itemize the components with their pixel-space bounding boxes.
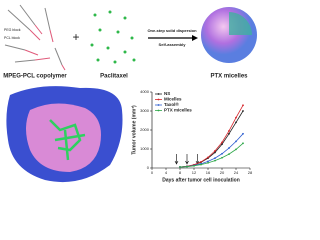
point [235,148,237,151]
point [186,165,188,168]
x-axis-label: Days after tumor cell inoculation [162,177,240,183]
copolymer-sketch [4,4,66,71]
legend-label: Micelles [164,97,182,102]
point [193,165,195,167]
point [242,110,244,112]
point [214,151,216,154]
legend-marker [157,104,160,106]
point [221,141,223,144]
micelle-cut [229,12,252,35]
protein-image [6,86,123,183]
series-line [179,105,244,168]
legend-label: Taxol® [164,101,179,107]
drug-label: Paclitaxel [100,74,128,80]
point [242,142,244,145]
point [235,116,237,119]
point [221,156,223,159]
y-tick-label: 3000 [140,108,150,113]
point [242,104,244,107]
point [214,157,216,160]
series-line [179,142,244,168]
point [228,132,230,135]
point [214,150,216,152]
legend-label: PTX micelles [164,108,192,113]
chart: 0 1000 2000 3000 4000 0 4 8 12 16 20 24 28 Days after… [131,89,253,183]
point [242,132,244,135]
y-axis-label: Tumor volume (mm³) [131,105,137,155]
point [235,140,237,143]
point [214,159,216,162]
step-top: One-step solid dispersion [147,28,197,33]
x-tick-label: 8 [179,170,182,175]
product-label: PTX micelles [210,74,248,80]
plus: + [72,30,79,44]
point [228,153,230,156]
point [228,130,230,132]
legend-marker [157,109,160,112]
x-tick-label: 28 [248,170,253,175]
point [207,161,209,164]
point [207,160,209,163]
y-tick-label: 2000 [140,127,150,132]
point [200,161,202,163]
legend-label: NS [164,91,170,96]
x-tick-label: 16 [206,170,211,175]
point [179,166,181,168]
x-tick-label: 4 [165,170,168,175]
treatment-arrow [174,154,179,165]
x-tick-label: 20 [220,170,225,175]
point [228,147,230,149]
figure: PEG block PCL block + One-step solid dis… [3,4,257,183]
point [221,143,223,146]
arrow-head [192,35,198,41]
y-tick-label: 4000 [140,89,150,94]
step-bottom: Self-assembly [159,42,187,47]
legend-marker [157,93,160,95]
drug-dots [90,10,136,64]
legend-marker [157,98,160,101]
y-tick-label: 0 [147,165,150,170]
point [207,156,209,159]
copolymer-label: MPEG-PCL copolymer [3,74,67,80]
point [221,152,223,155]
peg-label: PEG block [4,28,21,32]
point [235,121,237,124]
pcl-label: PCL block [4,36,20,40]
x-tick-label: 24 [234,170,239,175]
series-line [179,110,244,168]
y-tick-label: 1000 [140,146,150,151]
point [200,163,202,166]
x-tick-label: 12 [192,170,197,175]
x-tick-label: 0 [151,170,154,175]
treatment-arrow [185,154,189,165]
